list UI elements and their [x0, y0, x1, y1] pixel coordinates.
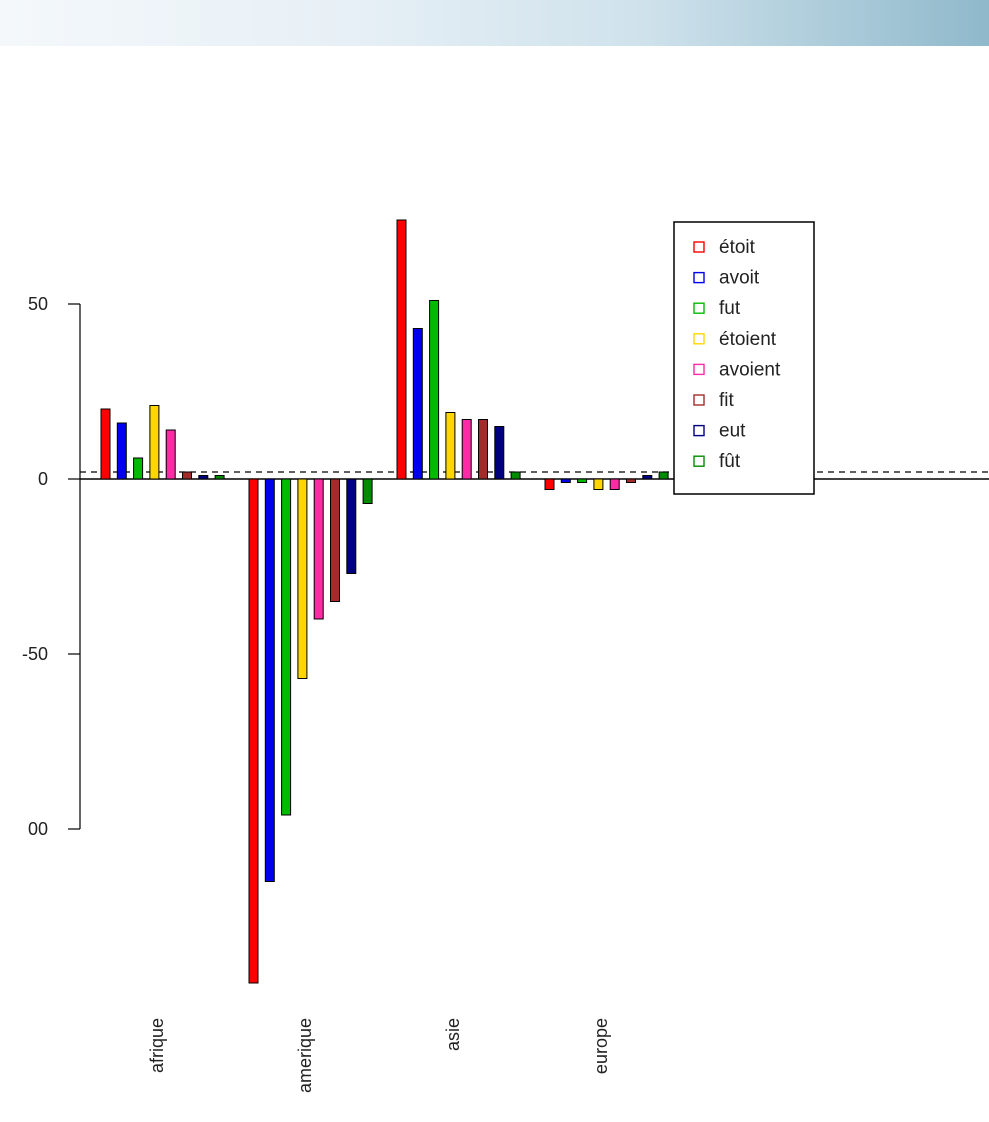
legend: étoit avoit fut étoient avoient fit eut fût [673, 221, 815, 495]
legend-box [673, 221, 815, 495]
bar-afrique-7 [214, 475, 225, 480]
bar-asie-3 [445, 412, 456, 480]
bar-europe-1 [560, 478, 571, 483]
bar-afrique-3 [149, 405, 160, 480]
y-tick-label: 50 [28, 294, 48, 314]
y-tick-label: 00 [28, 819, 48, 839]
bar-amerique-4 [313, 478, 324, 620]
bar-amerique-1 [264, 478, 275, 882]
bar-asie-7 [510, 471, 521, 480]
bar-europe-4 [609, 478, 620, 490]
category-labels: afrique amerique asie europe [147, 1018, 611, 1093]
bar-amerique-7 [362, 478, 373, 504]
category-label-afrique: afrique [147, 1018, 167, 1073]
bar-europe-2 [577, 478, 588, 483]
bar-amerique-6 [346, 478, 357, 574]
bar-asie-1 [412, 328, 423, 480]
bar-europe-7 [658, 471, 669, 480]
legend-swatch-1 [693, 271, 705, 284]
legend-label-5: fit [719, 390, 735, 411]
bar-afrique-0 [100, 408, 111, 480]
bar-afrique-6 [198, 475, 209, 480]
category-label-amerique: amerique [295, 1018, 315, 1093]
legend-swatch-0 [693, 241, 705, 253]
bar-amerique-0 [248, 478, 259, 984]
legend-label-2: fut [719, 298, 741, 319]
legend-label-3: étoient [719, 329, 777, 350]
bar-europe-3 [593, 478, 604, 490]
header-banner [0, 0, 989, 46]
y-axis: 50 0 -50 00 [22, 294, 81, 839]
legend-swatch-5 [693, 394, 705, 406]
legend-swatch-7 [693, 455, 705, 467]
bar-afrique-5 [182, 471, 192, 480]
bar-asie-4 [461, 419, 472, 480]
bar-europe-5 [626, 478, 636, 483]
legend-swatch-4 [693, 363, 705, 376]
legend-label-6: eut [719, 421, 746, 442]
category-label-asie: asie [443, 1018, 463, 1051]
y-tick-label: -50 [22, 644, 48, 664]
legend-swatch-6 [693, 424, 705, 437]
bar-europe-6 [642, 475, 653, 480]
bar-asie-2 [429, 300, 440, 480]
legend-label-7: fût [719, 451, 741, 472]
bars [100, 219, 669, 984]
bar-afrique-2 [133, 457, 144, 480]
bar-amerique-2 [281, 478, 292, 816]
bar-amerique-5 [330, 478, 340, 602]
bar-afrique-4 [165, 429, 176, 480]
bar-europe-0 [544, 478, 555, 490]
legend-swatch-2 [693, 302, 705, 314]
bar-asie-0 [396, 219, 407, 480]
bar-afrique-1 [116, 422, 127, 480]
bar-asie-5 [478, 419, 488, 480]
bar-amerique-3 [297, 478, 308, 679]
legend-swatch-3 [693, 333, 705, 345]
legend-label-1: avoit [719, 268, 760, 289]
y-tick-label: 0 [38, 469, 48, 489]
legend-label-0: étoit [719, 237, 756, 258]
category-label-europe: europe [591, 1018, 611, 1074]
bar-asie-6 [494, 426, 505, 480]
legend-label-4: avoient [719, 359, 781, 380]
